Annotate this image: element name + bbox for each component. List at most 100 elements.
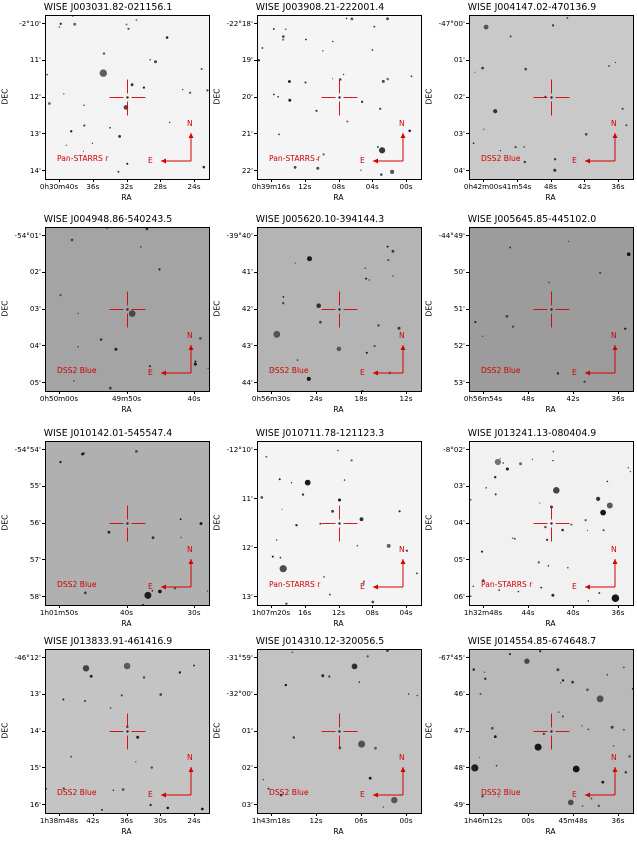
x-tick-mark [483, 391, 484, 394]
star [628, 755, 631, 758]
star [100, 808, 103, 811]
star [207, 367, 209, 369]
star [537, 561, 540, 564]
x-tick-label: 40s [187, 394, 201, 403]
star [551, 593, 555, 597]
y-axis-label: DEC [0, 514, 10, 531]
star [159, 693, 162, 696]
panel-title: WISE J013833.91-461416.9 [43, 636, 173, 647]
star [168, 121, 171, 124]
star [180, 536, 182, 539]
star [614, 61, 617, 64]
star [165, 36, 169, 39]
y-tick-label: -2°10' [19, 18, 41, 28]
survey-label: DSS2 Blue [57, 580, 97, 589]
cutout-image [45, 649, 210, 814]
star [474, 321, 477, 323]
x-axis-label: RA [121, 405, 132, 414]
star [282, 302, 285, 305]
x-axis-label: RA [121, 619, 132, 628]
cutout-panel: WISE J004948.86-540243.5 N E DSS2 Blue -54°0… [1, 214, 214, 423]
star-field [472, 17, 628, 172]
star [316, 303, 321, 308]
y-tick-mark [254, 767, 257, 769]
x-tick-label: 42s [86, 816, 100, 825]
y-tick-label: 16' [29, 799, 41, 809]
arrow-head-icon [373, 792, 378, 798]
y-tick-mark [254, 170, 257, 171]
star [284, 28, 287, 31]
star [316, 158, 318, 160]
y-axis-label: DEC [424, 300, 434, 317]
x-tick-mark [194, 179, 195, 182]
star [608, 65, 610, 67]
star [77, 312, 79, 314]
star [556, 668, 560, 672]
star-field [46, 16, 209, 173]
star [495, 764, 498, 767]
star [128, 310, 136, 317]
north-label: N [611, 545, 617, 554]
y-tick-mark [254, 498, 257, 499]
star [275, 539, 278, 541]
star [546, 538, 549, 541]
y-axis-label: DEC [0, 88, 10, 105]
star [625, 124, 628, 127]
star [513, 537, 516, 540]
panel-title: WISE J005645.85-445102.0 [467, 214, 597, 225]
star [560, 682, 562, 684]
star [514, 146, 517, 149]
panel-title: WISE J010711.78-121123.3 [255, 428, 385, 439]
star [193, 362, 197, 366]
x-tick-mark [361, 391, 362, 394]
y-tick-label: 14' [29, 165, 41, 175]
x-tick-label: 0h42m00s [463, 182, 503, 191]
y-tick-mark [466, 767, 469, 769]
y-tick-label: 13' [241, 591, 253, 601]
star [611, 594, 620, 602]
star [548, 281, 550, 284]
target-star [550, 308, 553, 311]
star [46, 788, 48, 790]
star [498, 589, 500, 591]
star [145, 228, 149, 231]
star [493, 109, 498, 114]
arrow-head-icon [585, 370, 590, 376]
x-tick-mark [372, 605, 374, 608]
x-tick-label: 42s [577, 182, 591, 191]
star [109, 127, 111, 129]
y-tick-label: 13' [29, 128, 41, 138]
y-tick-label: 42' [241, 304, 253, 313]
star [346, 120, 349, 123]
star [288, 98, 292, 102]
star [552, 459, 554, 462]
x-tick-mark [338, 605, 340, 608]
arrow-head-icon [400, 559, 406, 564]
star [265, 455, 268, 458]
star [142, 603, 145, 605]
star [267, 787, 270, 790]
y-tick-label: 44' [241, 377, 253, 387]
star [284, 683, 287, 687]
arrow-head-icon [612, 559, 618, 564]
x-axis-label: RA [545, 193, 556, 202]
star [144, 591, 152, 599]
y-tick-mark [42, 522, 45, 524]
star [328, 675, 331, 678]
target-star [126, 522, 129, 525]
x-tick-mark [406, 813, 407, 816]
star [200, 807, 204, 811]
x-axis-label: RA [545, 619, 556, 628]
arrow-head-icon [612, 345, 618, 350]
star [547, 565, 550, 567]
star [368, 776, 372, 780]
star [478, 756, 481, 759]
star [342, 73, 345, 76]
arrow-head-icon [400, 133, 406, 138]
star [524, 67, 527, 71]
star [553, 168, 557, 172]
star [610, 725, 614, 729]
star-field [271, 245, 406, 391]
y-tick-label: 04' [453, 518, 465, 527]
y-axis-label: DEC [424, 722, 434, 739]
